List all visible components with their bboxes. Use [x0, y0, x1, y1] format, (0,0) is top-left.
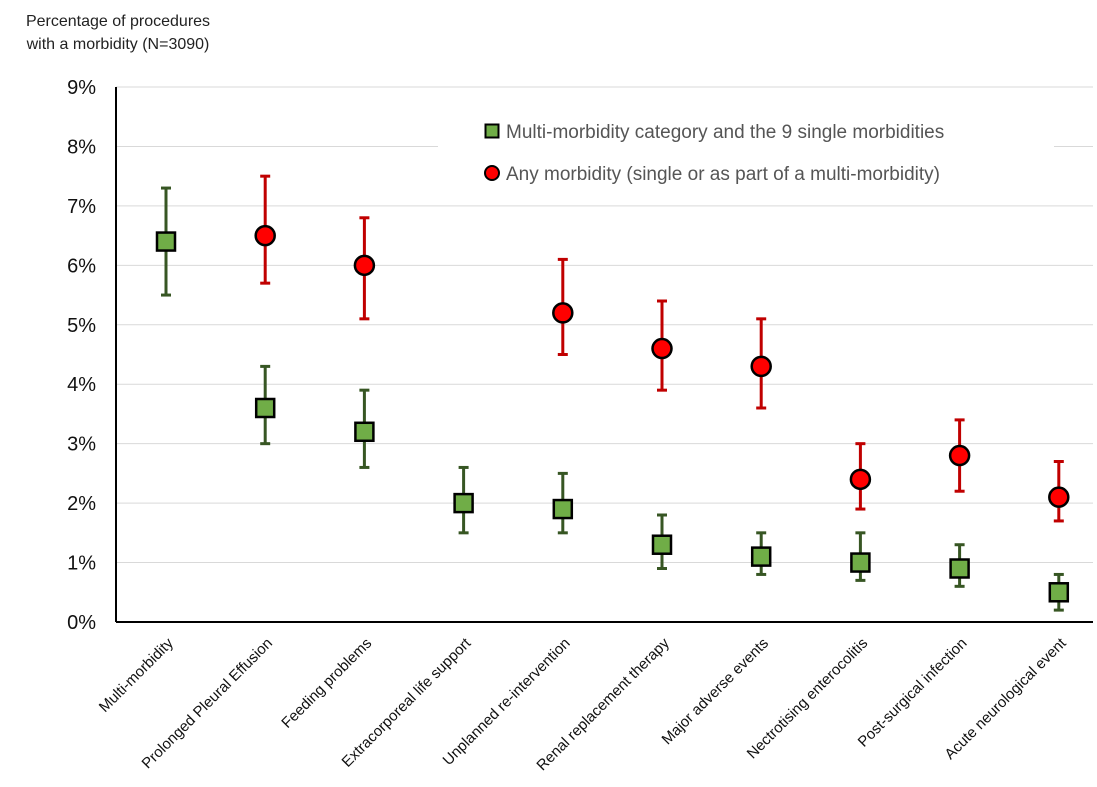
data-markers — [155, 224, 1070, 603]
data-point-circle — [948, 444, 971, 467]
x-category-label: Post-surgical infection — [855, 635, 971, 751]
data-point-circle — [353, 254, 376, 277]
data-point-square — [1048, 582, 1070, 603]
data-point-square — [850, 552, 871, 573]
data-point-circle — [849, 468, 872, 491]
data-point-square — [453, 492, 474, 514]
legend-marker-circle — [484, 165, 500, 181]
data-point-circle — [1048, 486, 1070, 508]
data-point-circle — [254, 224, 276, 247]
y-axis-title-line-2: with a morbidity (N=3090) — [26, 36, 210, 53]
y-tick-label: 0% — [67, 612, 96, 634]
y-tick-label: 1% — [67, 553, 96, 575]
data-point-square — [155, 231, 177, 252]
y-tick-label: 4% — [67, 374, 96, 396]
legend-box — [438, 104, 1054, 194]
legend-label: Multi-morbidity category and the 9 singl… — [506, 122, 944, 143]
axes — [115, 87, 1093, 623]
y-tick-label: 6% — [67, 255, 96, 277]
y-tick-label: 8% — [67, 136, 96, 158]
y-axis-title: Percentage of procedures with a morbidit… — [8, 10, 228, 56]
data-point-square — [750, 546, 772, 567]
y-tick-label: 9% — [67, 77, 96, 99]
x-category-label: Major adverse events — [659, 635, 772, 748]
y-tick-labels: 0% 1% 2% 3% 4% 5% 6% 7% 8% 9% — [67, 77, 96, 634]
data-point-square — [651, 534, 673, 555]
data-point-circle — [750, 355, 772, 378]
data-point-square — [552, 498, 574, 520]
y-tick-label: 3% — [67, 434, 96, 456]
y-tick-label: 5% — [67, 315, 96, 337]
data-point-circle — [651, 337, 673, 360]
data-point-square — [254, 397, 276, 419]
legend-marker-square — [484, 123, 500, 139]
data-point-circle — [552, 302, 574, 324]
legend: Multi-morbidity category and the 9 singl… — [484, 122, 944, 185]
y-tick-label: 2% — [67, 493, 96, 515]
data-point-square — [949, 558, 970, 579]
y-axis-title-line-1: Percentage of procedures — [25, 13, 211, 30]
error-bars — [161, 174, 1064, 612]
x-category-label: Feeding problems — [278, 635, 375, 732]
legend-label: Any morbidity (single or as part of a mu… — [506, 164, 940, 185]
legend-background — [438, 104, 1054, 194]
data-point-square — [354, 421, 375, 443]
y-tick-label: 7% — [67, 196, 96, 218]
x-category-label: Multi-morbidity — [96, 634, 177, 715]
